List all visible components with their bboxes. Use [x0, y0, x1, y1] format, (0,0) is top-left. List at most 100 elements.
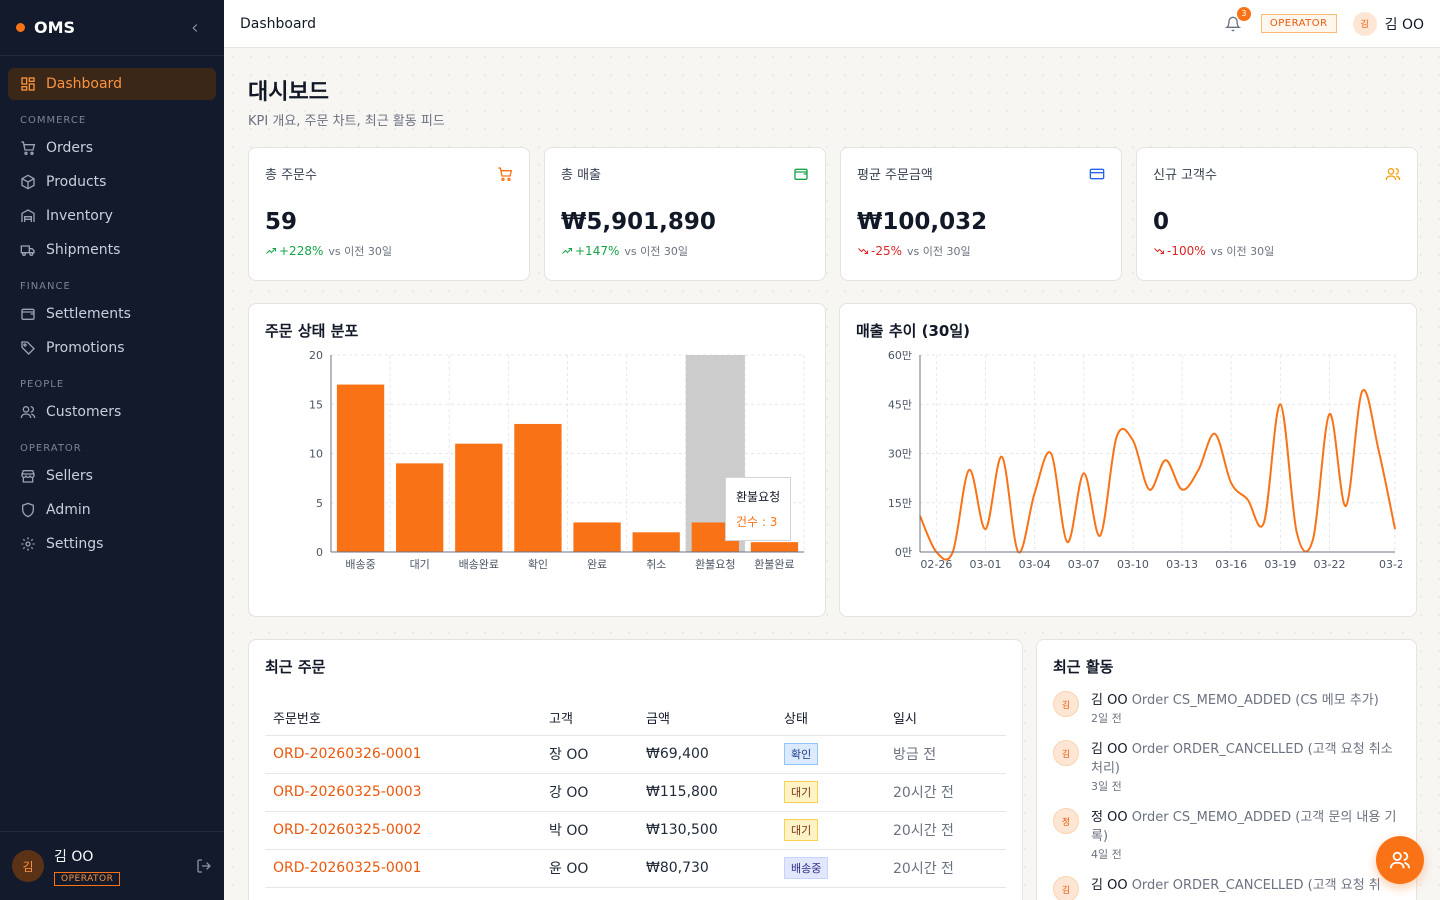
table-row[interactable]: ORD-20260326-0001 장 OO ₩69,400 확인 방금 전 [265, 735, 1006, 774]
order-id-link[interactable]: ORD-20260325-0001 [265, 849, 541, 888]
sidebar-item-promotions[interactable]: Promotions [8, 332, 216, 364]
cart-icon [21, 141, 36, 155]
column-header[interactable]: 일시 [885, 701, 1006, 736]
y-tick-label: 0 [316, 546, 323, 559]
column-header[interactable]: 금액 [638, 701, 776, 736]
avatar: 정 [1053, 808, 1079, 834]
sidebar-item-label: Products [46, 174, 107, 190]
order-time: 20시간 전 [885, 849, 1006, 888]
activity-description: Order ORDER_CANCELLED (고객 요청 취소 처리) [1091, 742, 1393, 776]
activity-item[interactable]: 정 정 OO Order CS_MEMO_ADDED (고객 문의 내용 기록)… [1053, 808, 1400, 862]
activity-actor: 김 OO [1091, 693, 1128, 708]
column-header[interactable]: 상태 [776, 701, 885, 736]
brand: OMS [0, 0, 224, 56]
user-name[interactable]: 김 OO [1384, 16, 1424, 33]
order-id-link[interactable]: ORD-20260325-0002 [265, 811, 541, 850]
activity-description: Order ORDER_CANCELLED (고객 요청 취 [1131, 878, 1381, 893]
chevron-left-icon[interactable] [188, 21, 208, 35]
tooltip-value: 건수 : 3 [736, 515, 778, 529]
avatar[interactable]: 김 [1352, 11, 1377, 36]
kpi-trend-value: +147% [575, 244, 620, 258]
sidebar-item-settlements[interactable]: Settlements [8, 298, 216, 330]
kpi-trend-value: -100% [1167, 244, 1206, 258]
recent-activity-card: 최근 활동 김 김 OO Order CS_MEMO_ADDED (CS 메모 … [1036, 639, 1417, 900]
order-id-link[interactable]: ORD-20260326-0001 [265, 735, 541, 774]
order-id-link[interactable]: ORD-20260325-0003 [265, 773, 541, 812]
sidebar-item-dashboard[interactable]: Dashboard [8, 68, 216, 100]
sidebar-section-people: PEOPLE [20, 379, 65, 390]
kpi-label: 평균 주문금액 [857, 168, 933, 183]
activity-time: 4일 전 [1091, 848, 1122, 861]
grid-icon [21, 77, 35, 91]
bell-icon [1224, 16, 1241, 31]
activity-text: 김 OO Order ORDER_CANCELLED (고객 요청 취소 처리) [1091, 740, 1400, 778]
sidebar-item-admin[interactable]: Admin [8, 494, 216, 526]
order-customer: 장 OO [541, 735, 638, 774]
bar [632, 532, 680, 552]
users-icon [1385, 167, 1401, 180]
tag-icon [21, 341, 35, 355]
bar [455, 443, 503, 552]
trend-up-icon [562, 248, 572, 254]
notification-count-badge: 3 [1236, 6, 1251, 21]
x-tick-label: 03-13 [1166, 558, 1198, 571]
avatar: 김 [1053, 691, 1079, 717]
store-icon [21, 470, 35, 483]
table-row[interactable]: ORD-20260325-0002 박 OO ₩130,500 대기 20시간 … [265, 811, 1006, 850]
table-row[interactable]: ORD-20260325-0003 강 OO ₩115,800 대기 20시간 … [265, 773, 1006, 812]
brand-name[interactable]: OMS [34, 18, 76, 37]
sidebar-item-customers[interactable]: Customers [8, 396, 216, 428]
activity-item[interactable]: 김 김 OO Order ORDER_CANCELLED (고객 요청 취 [1053, 876, 1400, 900]
cart-icon [498, 166, 513, 181]
logout-icon[interactable] [196, 858, 212, 874]
sidebar-item-label: Customers [46, 404, 122, 420]
warehouse-icon [21, 209, 35, 222]
box-icon [21, 174, 35, 190]
sidebar-item-orders[interactable]: Orders [8, 132, 216, 164]
orders-table: 주문번호 고객 금액 상태 일시 ORD-20260326-0001 장 OO … [265, 701, 1006, 888]
kpi-trend-compare: vs 이전 30일 [328, 245, 392, 258]
order-customer: 강 OO [541, 773, 638, 812]
kpi-trend: -100% vs 이전 30일 [1153, 243, 1401, 259]
shield-icon [22, 502, 34, 518]
y-tick-label: 15 [309, 398, 323, 411]
status-badge: 배송중 [784, 857, 829, 879]
table-row[interactable]: ORD-20260325-0001 윤 OO ₩80,730 배송중 20시간 … [265, 849, 1006, 888]
kpi-value: ₩100,032 [857, 209, 988, 235]
column-header[interactable]: 고객 [541, 701, 638, 736]
order-customer: 박 OO [541, 811, 638, 850]
y-tick-label: 5 [316, 497, 323, 510]
bar [396, 463, 444, 552]
activity-description: Order CS_MEMO_ADDED (CS 메모 추가) [1131, 693, 1379, 708]
order-time: 방금 전 [885, 735, 1006, 774]
sidebar-item-label: Promotions [46, 340, 125, 356]
role-badge: OPERATOR [54, 872, 121, 886]
sidebar-item-label: Admin [46, 502, 91, 518]
sidebar-item-sellers[interactable]: Sellers [8, 460, 216, 492]
notification-button[interactable]: 3 [1224, 6, 1251, 32]
order-time: 20시간 전 [885, 811, 1006, 850]
series-line [919, 388, 1396, 561]
sidebar-user-name: 김 OO [54, 849, 94, 865]
status-badge: 확인 [784, 743, 819, 765]
sidebar-item-settings[interactable]: Settings [8, 528, 216, 560]
sidebar-item-inventory[interactable]: Inventory [8, 200, 216, 232]
x-tick-label: 03-07 [1068, 558, 1100, 571]
kpi-trend-value: -25% [871, 244, 903, 258]
sidebar-item-label: Sellers [46, 468, 93, 484]
x-tick-label: 02-26 [920, 558, 952, 571]
activity-item[interactable]: 김 김 OO Order ORDER_CANCELLED (고객 요청 취소 처… [1053, 740, 1400, 794]
sidebar-item-shipments[interactable]: Shipments [8, 234, 216, 266]
kpi-value: 59 [265, 209, 298, 235]
order-amount: ₩115,800 [638, 773, 776, 812]
avatar: 김 [1053, 740, 1079, 766]
column-header[interactable]: 주문번호 [265, 701, 541, 736]
tooltip-label: 환불요청 [736, 490, 781, 504]
table-header-row: 주문번호 고객 금액 상태 일시 [265, 701, 1006, 736]
status-badge: 대기 [784, 781, 819, 803]
activity-item[interactable]: 김 김 OO Order CS_MEMO_ADDED (CS 메모 추가) 2일… [1053, 691, 1400, 726]
users-fab-button[interactable] [1376, 836, 1424, 884]
sidebar-item-products[interactable]: Products [8, 166, 216, 198]
avatar[interactable]: 김 [12, 850, 44, 882]
activity-actor: 정 OO [1091, 810, 1128, 825]
